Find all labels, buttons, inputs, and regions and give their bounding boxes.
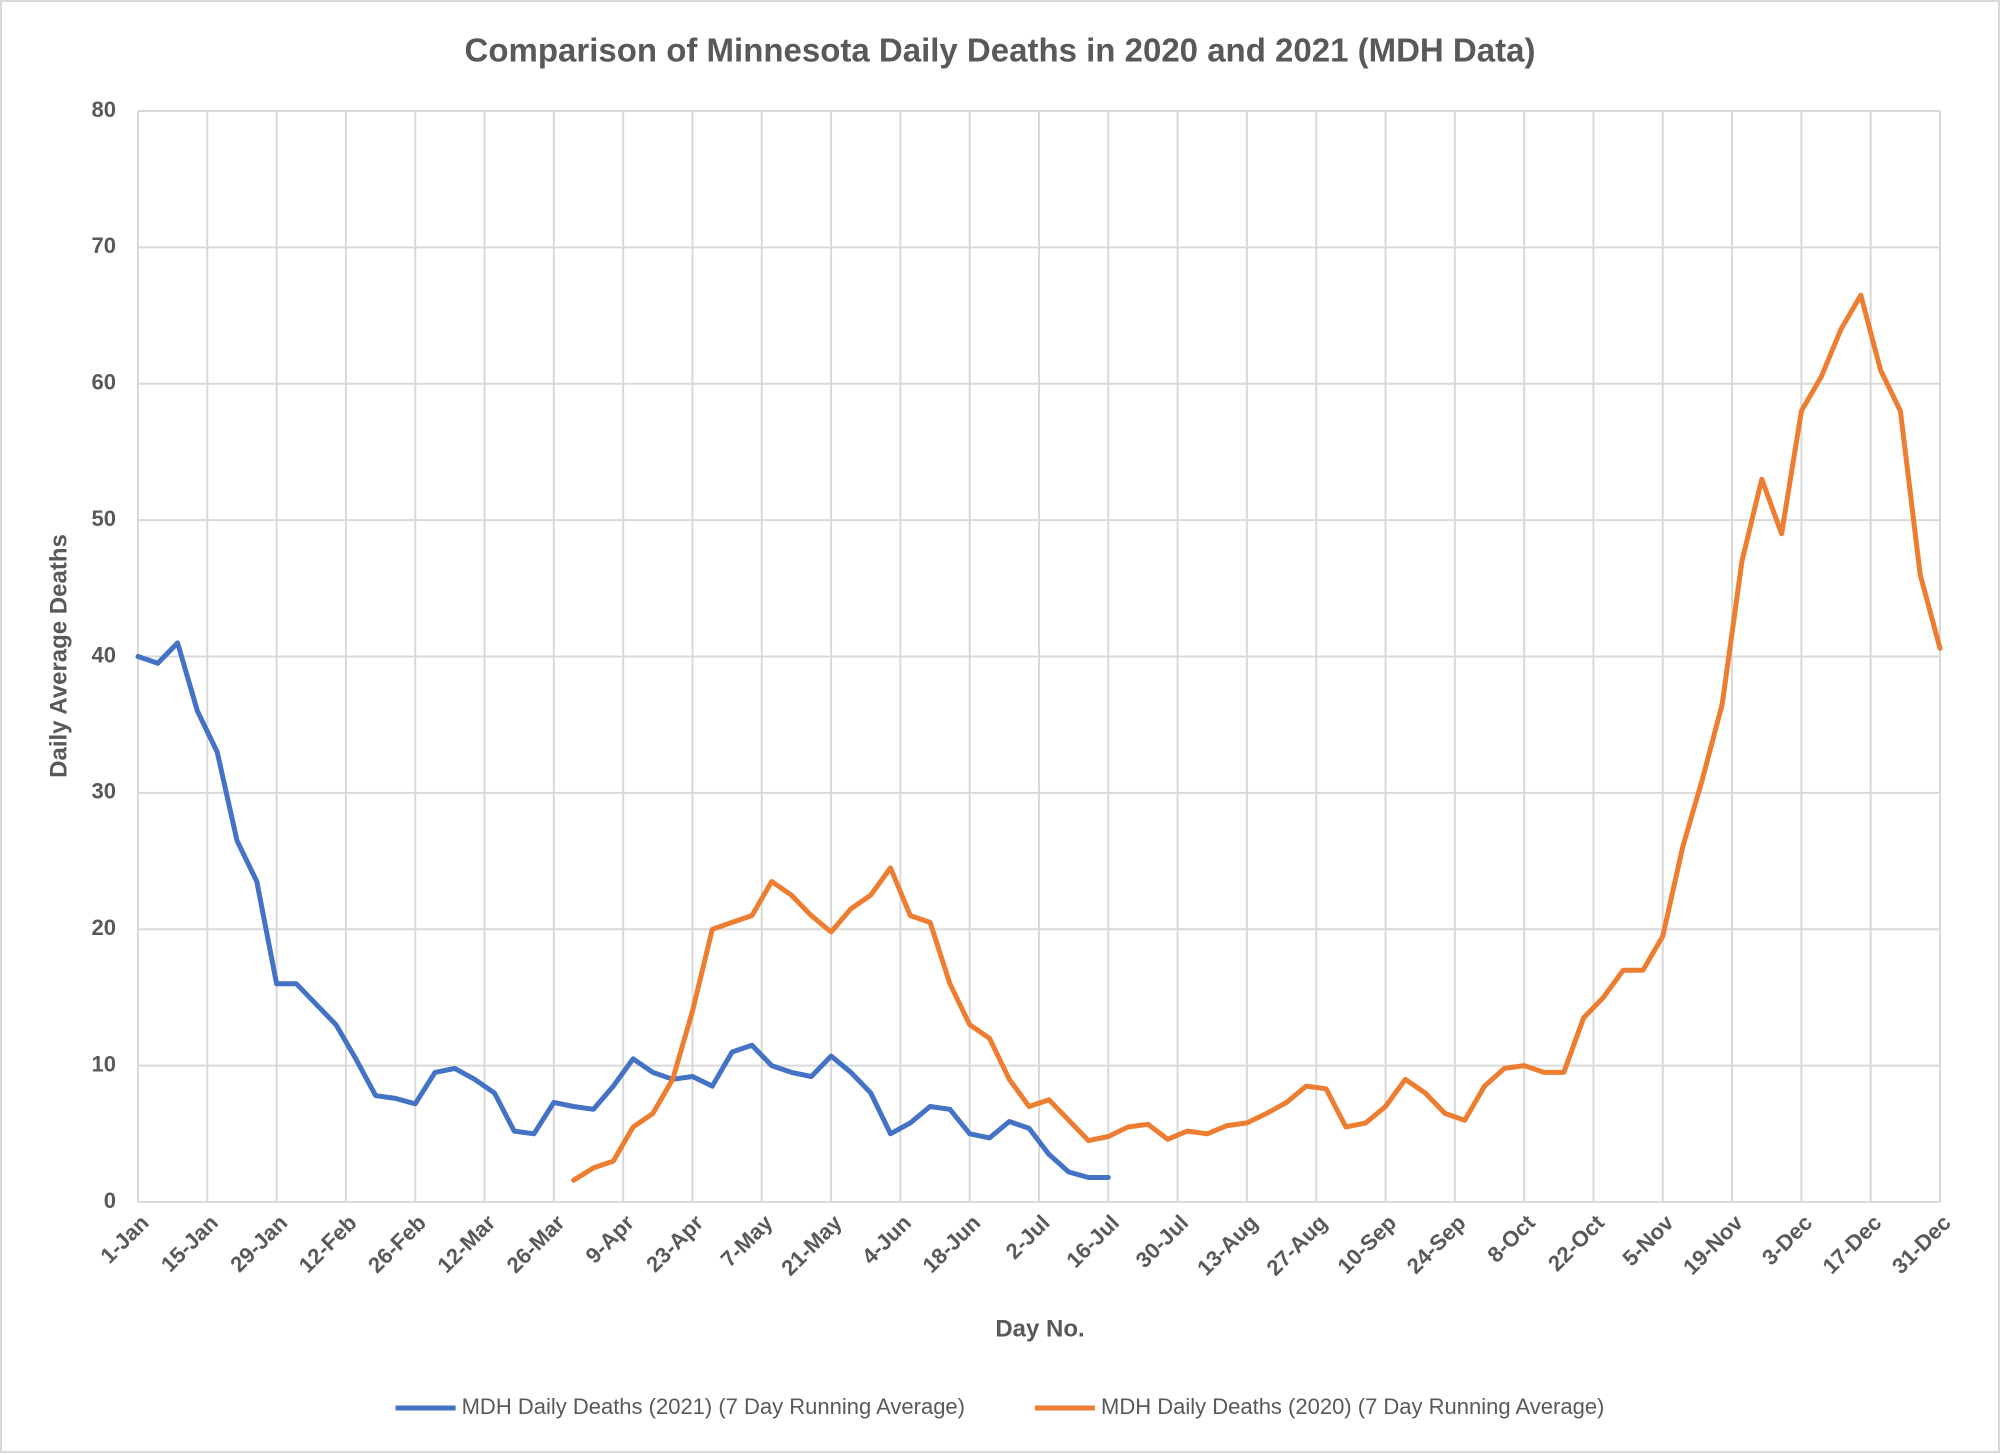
y-tick-label: 10: [92, 1051, 116, 1076]
data-line: [571, 292, 1943, 1183]
y-tick-label: 30: [92, 779, 116, 804]
legend: MDH Daily Deaths (2021) (7 Day Running A…: [395, 1394, 1604, 1419]
x-axis-title: Day No.: [995, 1315, 1084, 1342]
y-tick-label: 20: [92, 915, 116, 940]
legend-label: MDH Daily Deaths (2021) (7 Day Running A…: [462, 1394, 965, 1419]
y-axis-title: Daily Average Deaths: [45, 534, 72, 778]
y-tick-label: 60: [92, 370, 116, 395]
y-tick-label: 50: [92, 506, 116, 531]
legend-label: MDH Daily Deaths (2020) (7 Day Running A…: [1101, 1394, 1604, 1419]
y-tick-label: 70: [92, 233, 116, 258]
data-line: [135, 640, 1111, 1180]
y-tick-label: 80: [92, 97, 116, 122]
y-tick-label: 40: [92, 642, 116, 667]
y-tick-label: 0: [104, 1188, 116, 1213]
chart-title: Comparison of Minnesota Daily Deaths in …: [465, 32, 1536, 69]
